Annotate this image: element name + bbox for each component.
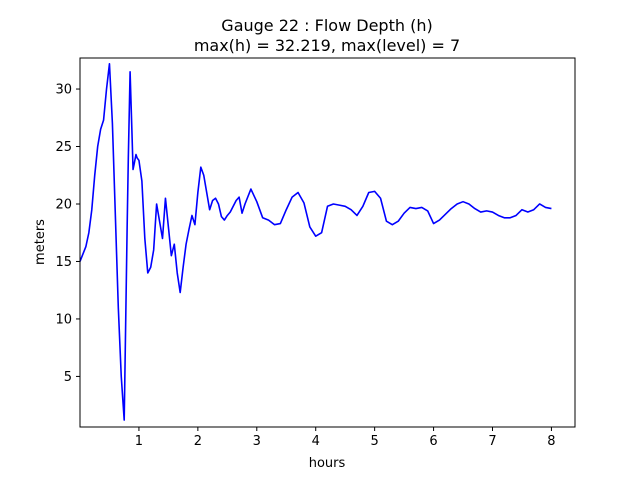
chart-title-line1: Gauge 22 : Flow Depth (h) — [221, 16, 432, 35]
x-tick-label: 7 — [488, 434, 496, 449]
y-tick-label: 20 — [55, 197, 72, 212]
y-axis-label: meters — [33, 219, 48, 265]
series-layer — [79, 62, 552, 421]
axes-frame — [79, 57, 576, 428]
y-axis: 5 10 15 20 25 30 — [55, 83, 80, 385]
y-tick-label: 15 — [55, 255, 72, 270]
y-tick-label: 25 — [55, 140, 72, 155]
x-tick-label: 1 — [135, 434, 143, 449]
x-axis: 1 2 3 4 5 6 7 8 — [135, 427, 556, 449]
x-tick-label: 2 — [194, 434, 202, 449]
y-tick-label: 10 — [55, 312, 72, 327]
x-tick-label: 4 — [312, 434, 320, 449]
x-tick-label: 8 — [547, 434, 555, 449]
series-line-0 — [79, 62, 552, 421]
x-tick-label: 6 — [429, 434, 437, 449]
plot-area — [79, 57, 576, 428]
y-tick-label: 30 — [55, 83, 72, 98]
x-axis-label: hours — [309, 456, 346, 471]
chart-title-line2: max(h) = 32.219, max(level) = 7 — [194, 36, 460, 55]
x-tick-label: 5 — [371, 434, 379, 449]
x-tick-label: 3 — [253, 434, 261, 449]
y-tick-label: 5 — [64, 370, 72, 385]
